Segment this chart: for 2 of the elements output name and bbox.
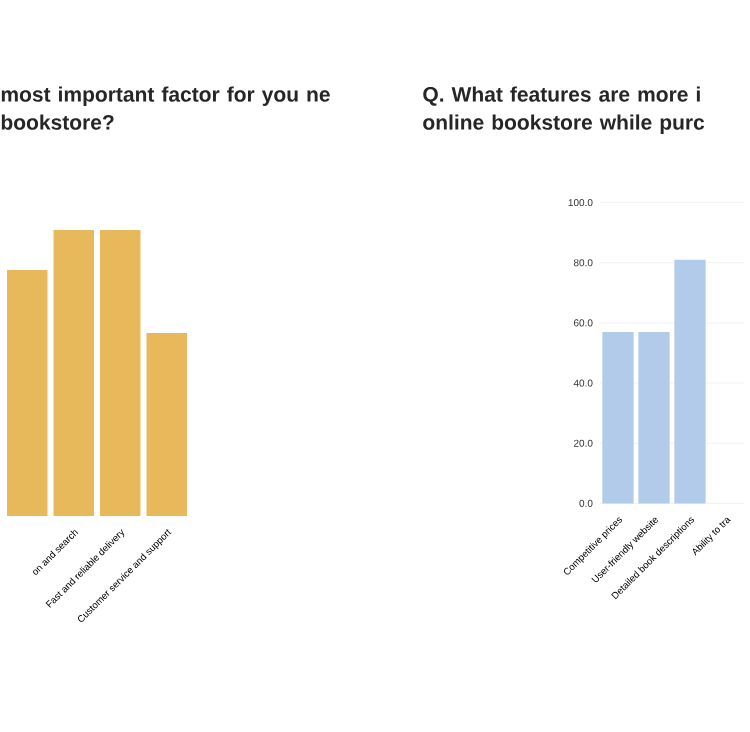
chart-title: most important factor for you ne bookstore? (1, 86, 330, 130)
chart-title: Q. What features are more i online bookstore while purc (423, 86, 705, 134)
